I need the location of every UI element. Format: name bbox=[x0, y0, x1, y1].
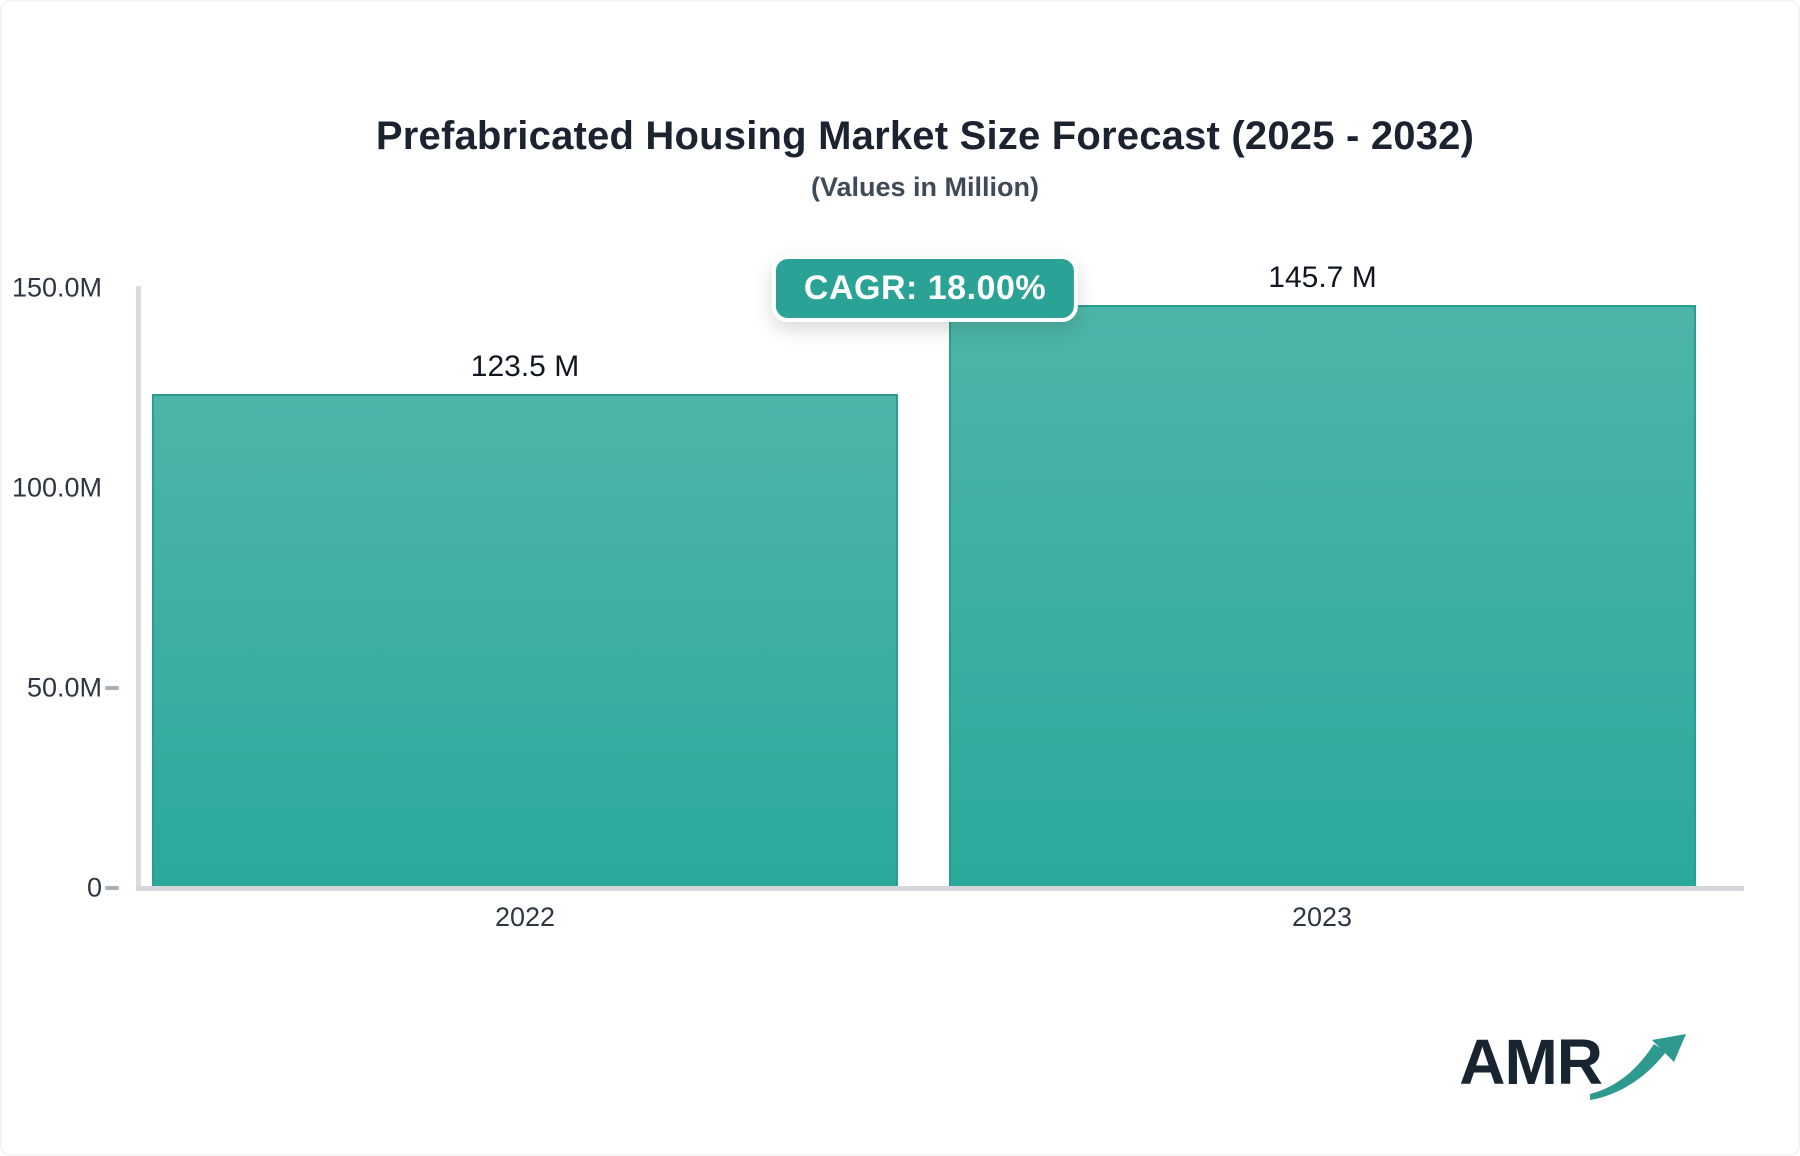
x-tick-label-2023: 2023 bbox=[1291, 902, 1353, 932]
y-tick-label-0: 0 bbox=[86, 872, 102, 903]
x-axis-baseline bbox=[136, 886, 1744, 891]
growth-arrow-icon bbox=[1590, 1034, 1686, 1100]
cagr-badge-label: CAGR: 18.00% bbox=[803, 269, 1047, 307]
bar-value-label-2022: 123.5 M bbox=[470, 350, 580, 383]
x-tick-label-2022: 2022 bbox=[494, 902, 556, 932]
bar-value-label-2023: 145.7 M bbox=[1268, 261, 1377, 294]
bar-2023[interactable] bbox=[949, 305, 1696, 888]
y-tick-label-150: 150.0M bbox=[11, 272, 102, 303]
y-tick-mark-50 bbox=[105, 686, 119, 690]
cagr-badge: CAGR: 18.00% bbox=[771, 255, 1079, 322]
bar-2022[interactable] bbox=[152, 394, 898, 888]
amr-logo: AMR bbox=[1459, 1030, 1698, 1104]
page-title: Prefabricated Housing Market Size Foreca… bbox=[375, 114, 1475, 158]
chart-subtitle: (Values in Million) bbox=[810, 172, 1040, 202]
y-axis-line bbox=[136, 286, 141, 891]
y-tick-label-50: 50.0M bbox=[26, 672, 102, 703]
amr-logo-text: AMR bbox=[1459, 1026, 1603, 1098]
y-tick-label-100: 100.0M bbox=[11, 472, 102, 503]
y-tick-mark-0 bbox=[105, 886, 119, 890]
